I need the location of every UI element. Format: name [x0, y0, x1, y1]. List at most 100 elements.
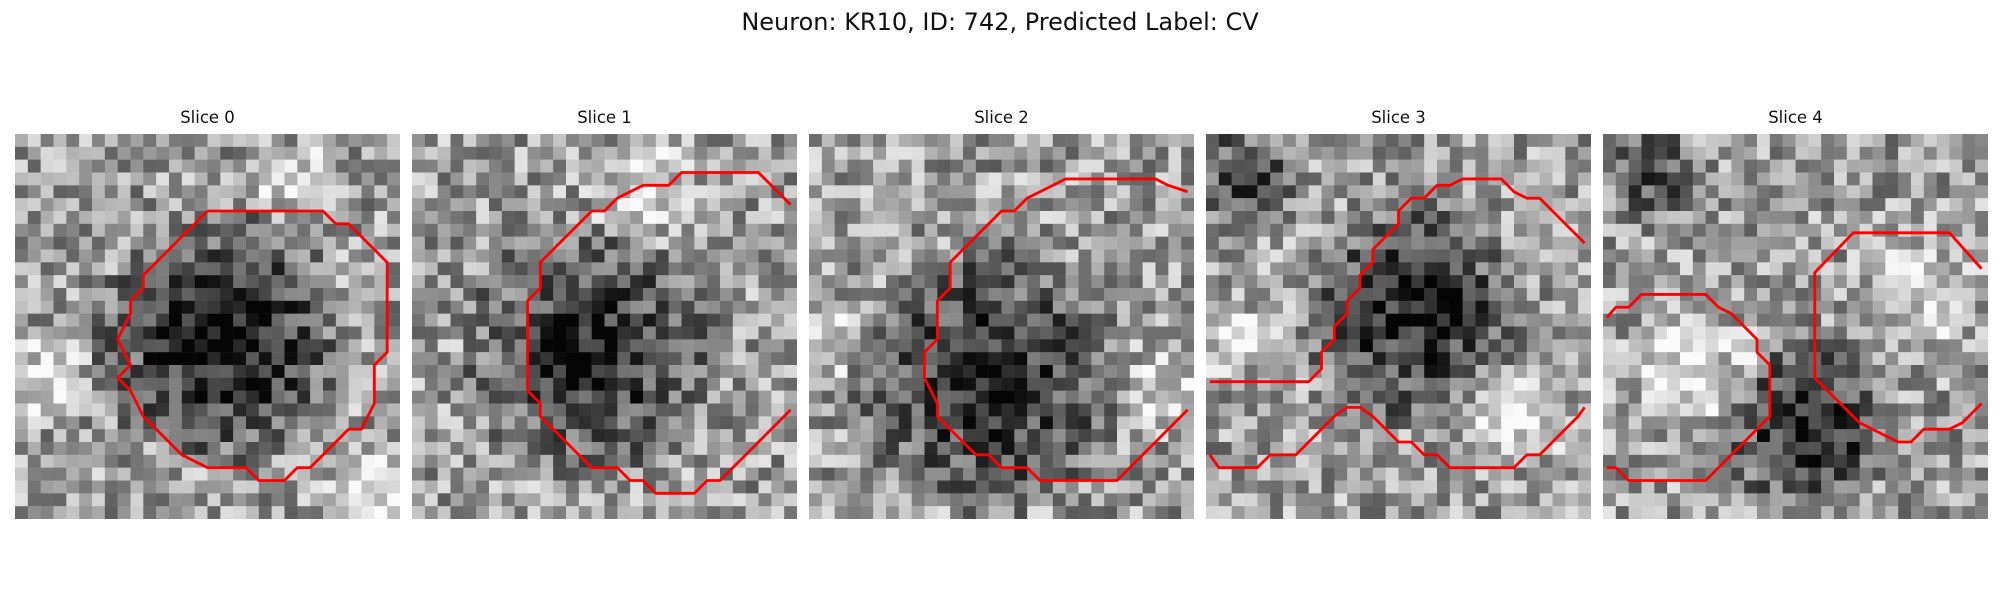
image-pixel	[1552, 416, 1566, 430]
image-pixel	[53, 352, 67, 366]
image-pixel	[1731, 211, 1745, 225]
image-pixel	[1052, 300, 1066, 314]
image-pixel	[745, 134, 759, 148]
image-pixel	[1769, 403, 1783, 417]
image-pixel	[1117, 326, 1131, 340]
image-pixel	[424, 159, 438, 173]
image-pixel	[284, 365, 298, 379]
image-pixel	[1501, 506, 1515, 519]
image-pixel	[1654, 223, 1668, 237]
image-pixel	[27, 288, 41, 302]
image-pixel	[1001, 223, 1015, 237]
image-pixel	[412, 454, 426, 468]
image-pixel	[860, 442, 874, 456]
image-pixel	[463, 300, 477, 314]
image-pixel	[1270, 198, 1284, 212]
image-pixel	[1795, 275, 1809, 289]
image-pixel	[1155, 365, 1169, 379]
slice-panel-3: Slice 3	[1206, 104, 1591, 524]
image-pixel	[1462, 300, 1476, 314]
image-pixel	[1898, 262, 1912, 276]
image-pixel	[1040, 429, 1054, 443]
image-pixel	[1411, 211, 1425, 225]
image-pixel	[361, 159, 375, 173]
image-pixel	[1744, 467, 1758, 481]
image-pixel	[1334, 339, 1348, 353]
image-pixel	[566, 313, 580, 327]
image-pixel	[348, 159, 362, 173]
image-pixel	[1117, 159, 1131, 173]
image-pixel	[361, 352, 375, 366]
image-pixel	[1372, 262, 1386, 276]
image-pixel	[1782, 403, 1796, 417]
image-pixel	[450, 275, 464, 289]
image-pixel	[476, 442, 490, 456]
image-pixel	[1411, 288, 1425, 302]
image-pixel	[911, 493, 925, 507]
image-pixel	[284, 390, 298, 404]
image-pixel	[1692, 146, 1706, 160]
image-pixel	[1846, 442, 1860, 456]
image-pixel	[1885, 313, 1899, 327]
image-pixel	[1526, 262, 1540, 276]
image-pixel	[387, 211, 400, 225]
image-pixel	[1514, 198, 1528, 212]
image-pixel	[1078, 262, 1092, 276]
image-pixel	[246, 146, 260, 160]
image-pixel	[784, 506, 797, 519]
image-pixel	[1411, 506, 1425, 519]
image-pixel	[104, 134, 118, 148]
image-pixel	[130, 480, 144, 494]
image-pixel	[975, 339, 989, 353]
image-pixel	[873, 416, 887, 430]
image-pixel	[1142, 275, 1156, 289]
image-pixel	[758, 442, 772, 456]
image-pixel	[1731, 390, 1745, 404]
image-pixel	[310, 416, 324, 430]
image-pixel	[540, 134, 554, 148]
image-pixel	[53, 185, 67, 199]
image-pixel	[1321, 288, 1335, 302]
image-pixel	[387, 300, 400, 314]
image-pixel	[1539, 300, 1553, 314]
image-pixel	[1206, 275, 1220, 289]
image-pixel	[27, 159, 41, 173]
image-pixel	[630, 390, 644, 404]
image-pixel	[578, 416, 592, 430]
image-pixel	[1744, 506, 1758, 519]
image-pixel	[233, 480, 247, 494]
image-pixel	[898, 403, 912, 417]
image-pixel	[1936, 352, 1950, 366]
image-pixel	[437, 172, 451, 186]
image-pixel	[1744, 403, 1758, 417]
image-pixel	[220, 223, 234, 237]
image-pixel	[591, 390, 605, 404]
image-pixel	[591, 249, 605, 263]
image-pixel	[1705, 198, 1719, 212]
image-pixel	[156, 159, 170, 173]
image-pixel	[1962, 288, 1976, 302]
image-pixel	[348, 506, 362, 519]
image-pixel	[104, 365, 118, 379]
image-pixel	[104, 390, 118, 404]
image-pixel	[988, 429, 1002, 443]
image-pixel	[1334, 288, 1348, 302]
image-pixel	[1078, 288, 1092, 302]
image-pixel	[1295, 275, 1309, 289]
image-pixel	[1385, 416, 1399, 430]
image-pixel	[771, 506, 785, 519]
image-pixel	[1283, 300, 1297, 314]
image-pixel	[527, 300, 541, 314]
image-pixel	[335, 454, 349, 468]
image-pixel	[1040, 146, 1054, 160]
image-pixel	[1231, 300, 1245, 314]
image-pixel	[1155, 300, 1169, 314]
image-pixel	[707, 365, 721, 379]
image-pixel	[1795, 236, 1809, 250]
image-pixel	[1437, 493, 1451, 507]
image-pixel	[1347, 313, 1361, 327]
image-pixel	[1641, 506, 1655, 519]
image-pixel	[1936, 211, 1950, 225]
image-pixel	[834, 352, 848, 366]
image-pixel	[963, 134, 977, 148]
